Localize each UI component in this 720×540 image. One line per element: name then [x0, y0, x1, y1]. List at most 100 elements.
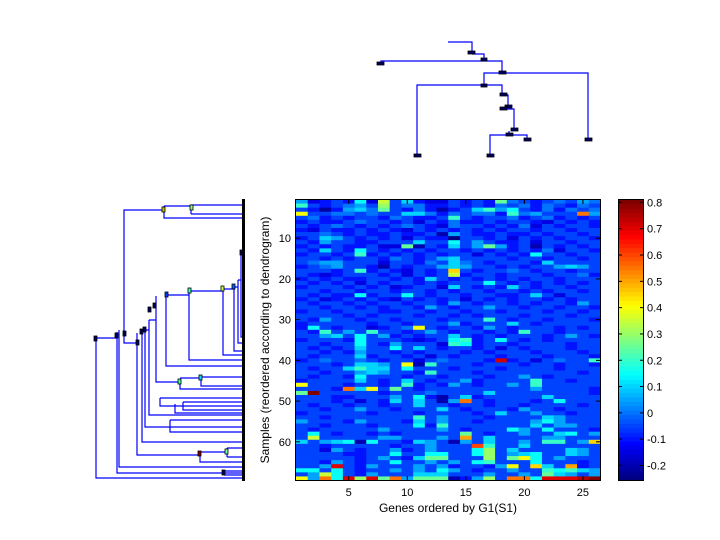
- heatmap-cell: [377, 305, 391, 310]
- heatmap-cell: [577, 464, 590, 469]
- heatmap-cell: [354, 443, 367, 449]
- colorbar-tick-label: 0.8: [647, 197, 662, 209]
- heatmap-cell: [541, 374, 555, 380]
- heatmap-cell: [424, 252, 437, 257]
- heatmap-cell: [296, 321, 309, 327]
- heatmap-cell: [565, 435, 578, 441]
- heatmap-cell: [413, 264, 426, 270]
- heatmap-cell: [448, 342, 461, 347]
- heatmap-cell: [530, 366, 543, 371]
- heatmap-cell: [530, 350, 543, 355]
- heatmap-cell: [553, 362, 566, 367]
- heatmap-cell: [307, 427, 320, 433]
- heatmap-cell: [518, 203, 531, 209]
- heatmap-cell: [436, 199, 449, 204]
- heatmap-cell: [483, 456, 496, 461]
- heatmap-cell: [483, 451, 496, 457]
- heatmap-cell: [401, 244, 414, 249]
- heatmap-cell: [530, 203, 543, 209]
- heatmap-cell: [331, 321, 344, 327]
- heatmap-cell: [377, 203, 391, 209]
- heatmap-cell: [296, 268, 309, 274]
- heatmap-cell: [319, 293, 332, 298]
- heatmap-cell: [331, 272, 344, 278]
- colorbar-tick-label: 0.7: [647, 224, 662, 236]
- colorbar-segment: [619, 230, 644, 236]
- heatmap-cell: [424, 232, 437, 237]
- heatmap-cell: [577, 244, 590, 249]
- heatmap-cell: [541, 378, 555, 384]
- heatmap-cell: [518, 472, 531, 477]
- heatmap-cell: [530, 305, 543, 310]
- heatmap-cell: [307, 325, 320, 331]
- heatmap-cell: [553, 228, 566, 233]
- heatmap-cell: [342, 354, 355, 359]
- heatmap-cell: [588, 362, 601, 367]
- heatmap-cell: [413, 252, 426, 257]
- heatmap-cell: [588, 399, 601, 404]
- heatmap-cell: [459, 293, 473, 298]
- heatmap-cell: [319, 415, 332, 420]
- heatmap-cell: [319, 289, 332, 294]
- heatmap-cell: [495, 260, 508, 266]
- heatmap-cell: [436, 403, 449, 408]
- heatmap-cell: [331, 374, 344, 380]
- heatmap-cell: [377, 403, 391, 408]
- heatmap-cell: [424, 415, 437, 420]
- heatmap-cell: [506, 407, 519, 412]
- heatmap-cell: [413, 256, 426, 261]
- heatmap-cell: [436, 447, 449, 453]
- heatmap-cell: [296, 382, 309, 388]
- heatmap-cell: [448, 223, 461, 229]
- heatmap-cell: [296, 313, 309, 319]
- heatmap-cell: [518, 382, 531, 388]
- heatmap-cell: [495, 313, 508, 319]
- heatmap-cell: [530, 460, 543, 465]
- heatmap-cell: [296, 264, 309, 270]
- heatmap-cell: [506, 260, 519, 266]
- heatmap-cell: [506, 435, 519, 441]
- heatmap-cell: [389, 394, 402, 400]
- heatmap-cell: [319, 386, 332, 392]
- heatmap-cell: [588, 447, 601, 453]
- heatmap-cell: [565, 451, 578, 457]
- heatmap-cell: [354, 394, 367, 400]
- heatmap-cell: [377, 435, 391, 441]
- heatmap-cell: [377, 321, 391, 327]
- heatmap-cell: [518, 325, 531, 331]
- heatmap-cell: [565, 350, 578, 355]
- heatmap-cell: [483, 228, 496, 233]
- heatmap-cell: [319, 378, 332, 384]
- colorbar-segment: [619, 432, 644, 438]
- heatmap-cell: [495, 219, 508, 225]
- heatmap-cell: [436, 468, 449, 473]
- heatmap-cell: [588, 415, 601, 420]
- heatmap-cell: [342, 301, 355, 306]
- heatmap-cell: [377, 358, 391, 363]
- heatmap-cell: [471, 280, 484, 286]
- heatmap-cell: [518, 439, 531, 445]
- heatmap-cell: [377, 427, 391, 433]
- heatmap-cell: [366, 333, 379, 339]
- heatmap-cell: [377, 313, 391, 319]
- heatmap-cell: [342, 207, 355, 213]
- colorbar-segment: [619, 287, 644, 293]
- heatmap-cell: [506, 317, 519, 323]
- heatmap-cell: [401, 329, 414, 335]
- heatmap-cell: [577, 309, 590, 314]
- heatmap-cell: [342, 256, 355, 261]
- heatmap-cell: [577, 211, 590, 217]
- colorbar-tick-label: 0.1: [647, 382, 662, 394]
- heatmap-cell: [541, 431, 555, 437]
- heatmap-cell: [331, 252, 344, 257]
- dendrogram-node-markers: [376, 50, 593, 158]
- heatmap-cell: [483, 443, 496, 449]
- heatmap-cell: [565, 423, 578, 428]
- heatmap-cell: [577, 346, 590, 351]
- heatmap-cell: [530, 451, 543, 457]
- heatmap-cell: [366, 228, 379, 233]
- heatmap-cell: [366, 362, 379, 367]
- heatmap-cell: [354, 297, 367, 302]
- heatmap-cell: [366, 386, 379, 392]
- heatmap-cell: [296, 211, 309, 217]
